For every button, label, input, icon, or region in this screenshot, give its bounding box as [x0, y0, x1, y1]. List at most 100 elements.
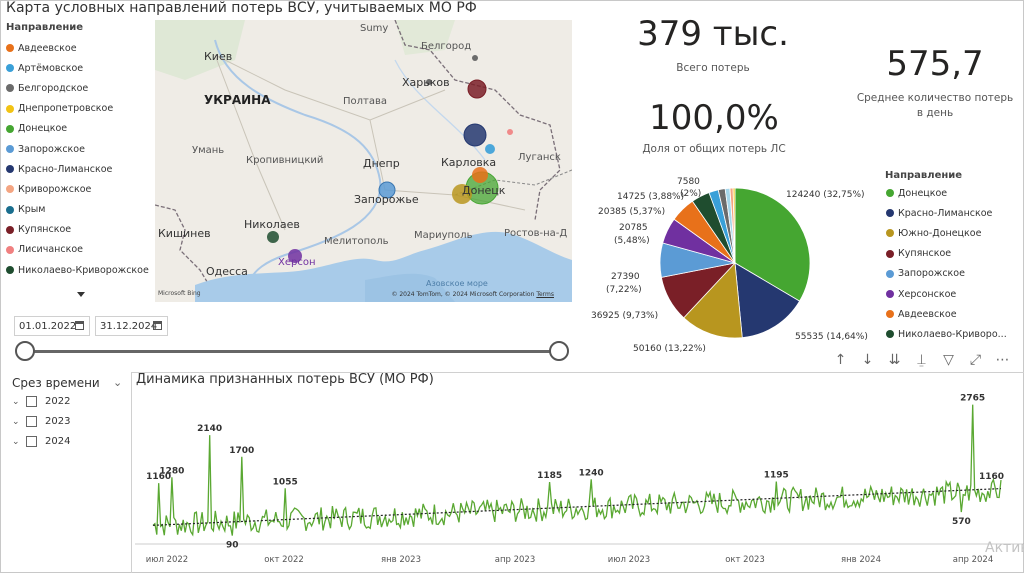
checkbox[interactable] [26, 416, 37, 427]
pie-label-yuzhno-donetskoe: 50160 (13,22%) [633, 344, 706, 354]
map-legend-item-label: Лисичанское [18, 244, 83, 256]
pie-slice[interactable] [734, 262, 801, 339]
chevron-down-icon[interactable]: ⌄ [12, 416, 20, 427]
pie-legend-item-label: Херсонское [898, 288, 957, 300]
end-date-input[interactable]: 31.12.2024 [95, 316, 168, 336]
map-label-zaporozhye: Запорожье [354, 193, 419, 206]
data-label: 1195 [764, 470, 789, 480]
date-slider-end-handle[interactable] [549, 341, 569, 361]
pie-slice[interactable] [734, 187, 811, 302]
x-tick-label: янв 2024 [841, 555, 881, 565]
slicer-item-2024[interactable]: ⌄ 2024 [12, 436, 70, 447]
loss-series-line[interactable] [152, 404, 1002, 537]
pie-slice[interactable] [683, 262, 743, 339]
pie-legend-item[interactable]: Запорожское [886, 264, 1022, 284]
chevron-down-icon[interactable]: ⌄ [12, 436, 20, 447]
activation-watermark: Актива [985, 540, 1024, 556]
map-legend-item[interactable]: Белгородское [6, 78, 156, 98]
legend-marker-icon [6, 165, 14, 174]
start-date-input[interactable]: 01.01.2022 [14, 316, 90, 336]
pie-legend-item[interactable]: Авдеевское [886, 304, 1022, 324]
calendar-icon[interactable] [153, 321, 162, 330]
more-options-icon[interactable]: ⋯ [995, 352, 1010, 368]
map-label-kherson: Херсон [278, 257, 316, 268]
map-label-odessa: Одесса [206, 265, 248, 278]
map-legend-item[interactable]: Красно-Лиманское [6, 159, 156, 179]
pie-legend-item[interactable]: Красно-Лиманское [886, 203, 1022, 223]
map-legend-item[interactable]: Купянское [6, 220, 156, 240]
kpi-share-label: Доля от общих потерь ЛС [642, 143, 786, 155]
map-legend-item[interactable]: Авдеевское [6, 38, 156, 58]
map-label-kharkov: Харьков [402, 76, 450, 89]
pie-legend-item-label: Николаево-Криворо... [898, 328, 1007, 340]
pie-legend-item[interactable]: Южно-Донецкое [886, 223, 1022, 243]
legend-marker-icon [6, 124, 14, 133]
x-tick-label: апр 2024 [953, 555, 994, 565]
pie-legend-item[interactable]: Донецкое [886, 183, 1022, 203]
slicer-item-2022[interactable]: ⌄ 2022 [12, 396, 70, 407]
data-label: 570 [952, 517, 971, 527]
pie-label-khersonskoe-pct: (5,48%) [614, 236, 650, 246]
date-slider-track[interactable] [25, 350, 560, 353]
map-legend-item[interactable]: Лисичанское [6, 240, 156, 260]
map-label-melitopol: Мелитополь [324, 236, 389, 247]
visual-toolbar: ↑ ↓ ⇊ ⍊ ▽ ⤢ ⋯ [832, 352, 1011, 369]
legend-marker-icon [886, 290, 894, 299]
map-label-azov: Азовское море [426, 279, 488, 288]
map-legend-item[interactable]: Донецкое [6, 119, 156, 139]
focus-mode-icon[interactable]: ⤢ [969, 352, 982, 368]
data-label: 1280 [159, 466, 184, 476]
pie-slice[interactable] [732, 187, 736, 264]
calendar-icon[interactable] [75, 321, 84, 330]
pie-legend: Донецкое Красно-Лиманское Южно-Донецкое Куп… [886, 183, 1022, 345]
map-legend-item[interactable]: Днепропетровское [6, 99, 156, 119]
drill-up-icon[interactable]: ↑ [834, 352, 847, 368]
drill-down-icon[interactable]: ↓ [861, 352, 874, 368]
legend-more-arrow-icon[interactable] [77, 292, 85, 297]
map-legend-item[interactable]: Криворожское [6, 179, 156, 199]
legend-marker-icon [6, 185, 14, 194]
kpi-avg-label-2: в день [916, 107, 954, 119]
expand-all-icon[interactable]: ⇊ [888, 352, 901, 368]
map-legend-item-label: Криворожское [18, 183, 92, 195]
map-legend-item-label: Донецкое [18, 123, 68, 135]
chevron-down-icon[interactable]: ⌄ [12, 396, 20, 407]
data-label: 2765 [960, 394, 985, 404]
legend-marker-icon [6, 64, 14, 73]
map-terms-link[interactable]: Terms [536, 291, 554, 298]
slicer-item-2023[interactable]: ⌄ 2023 [12, 416, 70, 427]
map-legend-item[interactable]: Крым [6, 200, 156, 220]
chevron-down-icon[interactable]: ⌄ [113, 376, 123, 389]
slicer-item-label: 2024 [45, 436, 71, 447]
pie-legend-item[interactable]: Николаево-Криворо... [886, 324, 1022, 344]
legend-marker-icon [6, 266, 14, 275]
kpi-share-value: 100,0% [649, 98, 779, 138]
map-label-rostov: Ростов-на-Д [504, 228, 568, 239]
date-slider-start-handle[interactable] [15, 341, 35, 361]
map-legend-item[interactable]: Николаево-Криворожское [6, 260, 156, 280]
map-visual[interactable]: Sumy Белгород Киев Харьков УКРАИНА Полта… [155, 20, 572, 302]
pie-label-nikolaevo: 14725 (3,88%) [617, 192, 685, 202]
data-label: 1160 [146, 472, 171, 482]
checkbox[interactable] [26, 436, 37, 447]
map-legend-item-label: Николаево-Криворожское [18, 264, 149, 276]
pie-legend-item-label: Донецкое [898, 187, 948, 199]
legend-marker-icon [886, 330, 894, 339]
pie-chart[interactable] [640, 168, 890, 358]
filter-icon[interactable]: ▽ [943, 352, 954, 368]
expand-hierarchy-icon[interactable]: ⍊ [917, 352, 926, 368]
pie-legend-item[interactable]: Херсонское [886, 284, 1022, 304]
kpi-total-label: Всего потерь [676, 62, 750, 74]
legend-marker-icon [886, 249, 894, 258]
pie-legend-item-label: Красно-Лиманское [898, 207, 993, 219]
checkbox[interactable] [26, 396, 37, 407]
legend-marker-icon [886, 189, 894, 198]
map-legend: Авдеевское Артёмовское Белгородское Днепроп… [6, 38, 156, 280]
slicer-item-label: 2023 [45, 416, 71, 427]
map-legend-item[interactable]: Артёмовское [6, 58, 156, 78]
map-bing-logo: Microsoft Bing [158, 290, 201, 297]
line-chart-title: Динамика признанных потерь ВСУ (МО РФ) [136, 372, 434, 387]
pie-legend-item[interactable]: Купянское [886, 244, 1022, 264]
map-legend-item[interactable]: Запорожское [6, 139, 156, 159]
